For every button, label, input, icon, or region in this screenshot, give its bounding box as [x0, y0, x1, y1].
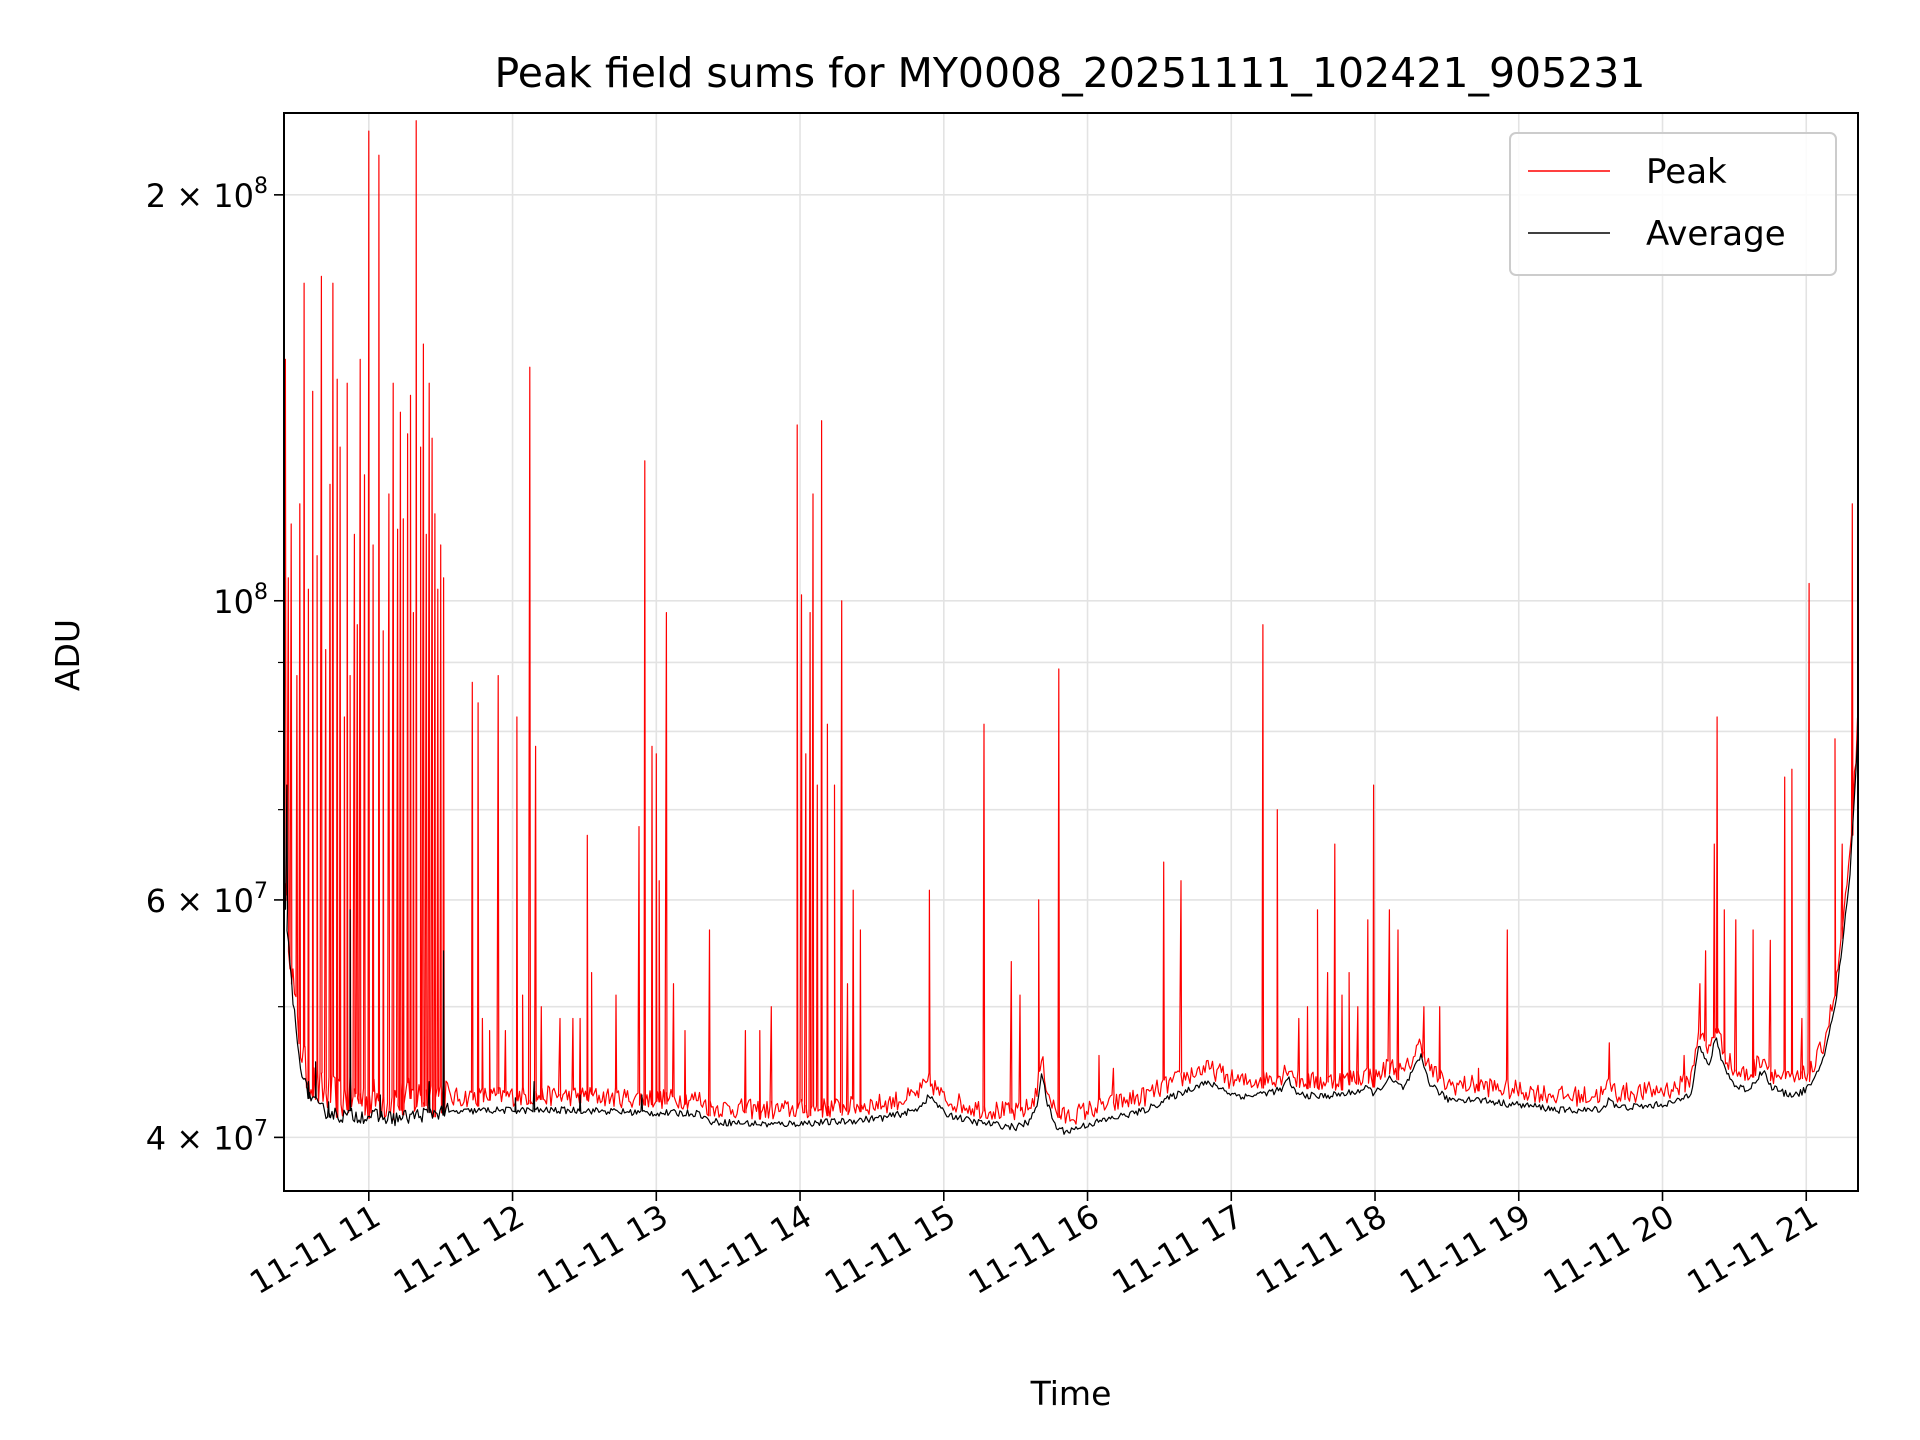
- plot-frame: [283, 112, 1859, 1192]
- peak-series: [284, 120, 1858, 1125]
- legend: Peak Average: [1509, 132, 1837, 276]
- legend-peak-label: Peak: [1646, 152, 1727, 192]
- y-tick-label: 6 × 107: [146, 879, 268, 920]
- y-axis: 4 × 107 6 × 107 108 2 × 108: [146, 174, 284, 1157]
- y-axis-label: ADU: [48, 619, 87, 691]
- y-tick-label: 4 × 107: [146, 1116, 268, 1157]
- x-axis-label: Time: [1030, 1374, 1112, 1413]
- average-line: [284, 740, 1858, 1135]
- legend-average-label: Average: [1646, 214, 1786, 254]
- y-tick-label: 2 × 108: [146, 174, 268, 215]
- legend-box: [1509, 132, 1837, 276]
- peak-line: [284, 120, 1858, 1125]
- average-series: [284, 740, 1858, 1135]
- chart-title: Peak field sums for MY0008_20251111_1024…: [495, 49, 1646, 97]
- y-tick-label: 108: [213, 580, 268, 621]
